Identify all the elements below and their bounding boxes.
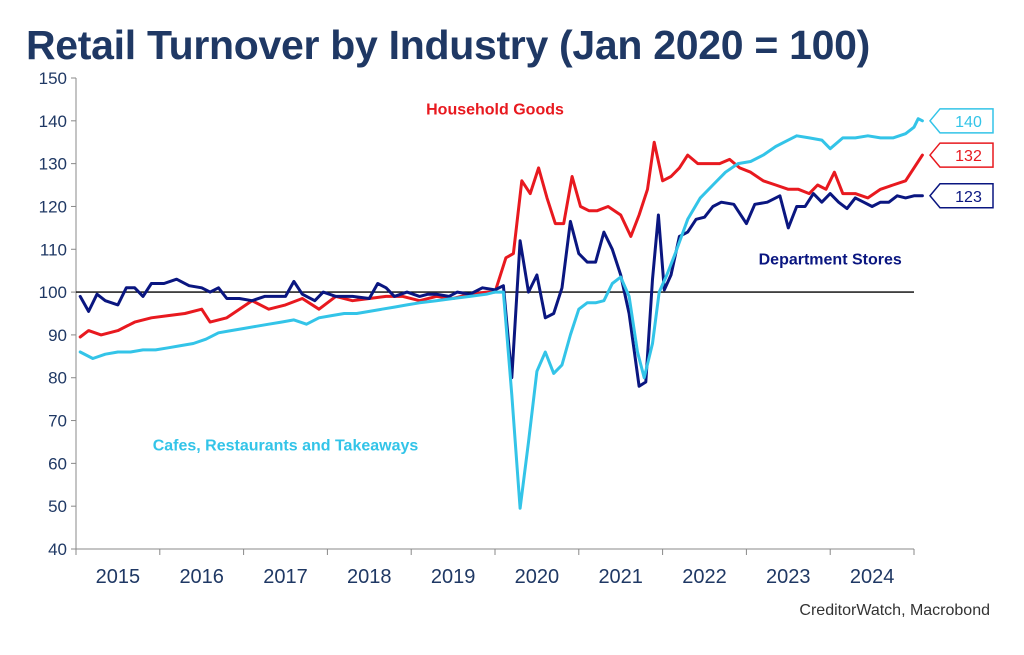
x-tick-label: 2019 [431, 566, 476, 588]
y-tick-label: 60 [48, 454, 67, 473]
series-annotation: Cafes, Restaurants and Takeaways [153, 438, 419, 455]
x-tick-label: 2018 [347, 566, 392, 588]
end-label-box [929, 108, 994, 134]
end-label-box [929, 183, 994, 209]
x-tick-label: 2023 [766, 566, 811, 588]
x-tick-label: 2017 [263, 566, 308, 588]
x-tick-label: 2016 [179, 566, 224, 588]
end-value-label: 140 [955, 114, 982, 131]
y-tick-label: 150 [39, 69, 67, 88]
source-note: CreditorWatch, Macrobond [799, 602, 990, 619]
end-value-label: 123 [955, 189, 982, 206]
y-tick-label: 40 [48, 540, 67, 559]
y-tick-label: 50 [48, 497, 67, 516]
x-tick-label: 2021 [598, 566, 643, 588]
y-tick-label: 110 [40, 240, 67, 259]
y-tick-label: 80 [48, 369, 67, 388]
series-lines [78, 117, 924, 510]
series-annotation: Department Stores [759, 251, 902, 268]
series-line-household-goods [78, 140, 924, 339]
series-annotations: Household Goods Department Stores Cafes, R… [153, 101, 902, 454]
series-line-department-stores [78, 192, 924, 388]
axes: 40 50 60 70 80 90 100 110 120 130 140 150 2015 2016 20… [39, 69, 915, 588]
end-label-box [929, 142, 994, 168]
y-tick-label: 140 [39, 112, 67, 131]
x-tick-label: 2022 [682, 566, 727, 588]
page-title: Retail Turnover by Industry (Jan 2020 = … [26, 22, 870, 68]
series-annotation: Household Goods [426, 101, 564, 118]
end-value-label: 132 [955, 148, 982, 165]
y-tick-label: 90 [48, 326, 67, 345]
y-tick-label: 70 [48, 412, 67, 431]
end-value-labels: 132 123 140 [929, 108, 994, 209]
y-tick-label: 130 [39, 155, 67, 174]
y-tick-label: 100 [39, 283, 67, 302]
x-tick-label: 2020 [515, 566, 560, 588]
y-tick-label: 120 [39, 197, 67, 216]
x-tick-label: 2024 [850, 566, 895, 588]
x-tick-label: 2015 [96, 566, 141, 588]
series-line-cafes-restaurants-and-takeaways [78, 117, 924, 510]
